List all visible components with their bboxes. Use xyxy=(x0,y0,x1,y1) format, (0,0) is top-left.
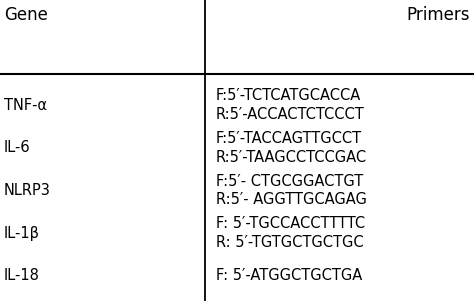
Text: F:5′- CTGCGGACTGT: F:5′- CTGCGGACTGT xyxy=(216,173,363,188)
Text: F:5′-TACCAGTTGCCT: F:5′-TACCAGTTGCCT xyxy=(216,131,362,146)
Text: Gene: Gene xyxy=(4,6,48,24)
Text: F: 5′-TGCCACCTTTTC: F: 5′-TGCCACCTTTTC xyxy=(216,216,365,231)
Text: R: 5′-TGTGCTGCTGC: R: 5′-TGTGCTGCTGC xyxy=(216,235,363,250)
Text: Primers: Primers xyxy=(407,6,470,24)
Text: IL-6: IL-6 xyxy=(4,140,30,155)
Text: R:5′- AGGTTGCAGAG: R:5′- AGGTTGCAGAG xyxy=(216,193,366,207)
Text: NLRP3: NLRP3 xyxy=(4,183,51,198)
Text: IL-18: IL-18 xyxy=(4,268,40,283)
Text: IL-1β: IL-1β xyxy=(4,226,40,240)
Text: F: 5′-ATGGCTGCTGA: F: 5′-ATGGCTGCTGA xyxy=(216,268,362,283)
Text: TNF-α: TNF-α xyxy=(4,98,47,113)
Text: R:5′-TAAGCCTCCGAC: R:5′-TAAGCCTCCGAC xyxy=(216,150,367,165)
Text: F:5′-TCTCATGCACCA: F:5′-TCTCATGCACCA xyxy=(216,88,361,103)
Text: R:5′-ACCACTCTCCCT: R:5′-ACCACTCTCCCT xyxy=(216,107,365,122)
